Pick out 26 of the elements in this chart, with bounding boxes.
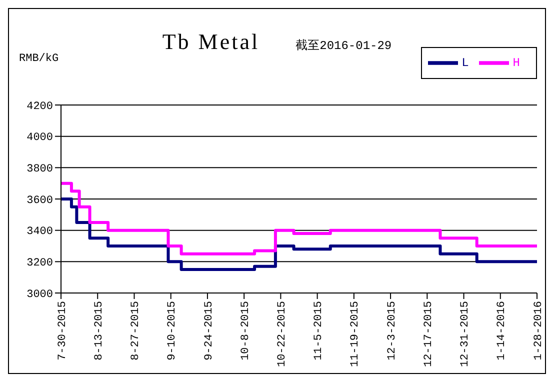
x-tick-label: 7-30-2015 — [56, 301, 69, 360]
y-tick-label: 4200 — [26, 100, 53, 113]
x-tick-label: 10-22-2015 — [276, 301, 288, 368]
y-tick-label: 3800 — [26, 164, 53, 176]
x-tick-label: 12-17-2015 — [422, 301, 435, 368]
legend-label: H — [512, 56, 520, 70]
y-tick-label: 3600 — [26, 194, 53, 207]
x-tick-label: 11-5-2015 — [313, 301, 326, 360]
y-tick-label: 4000 — [26, 132, 53, 144]
x-tick-label: 10-8-2015 — [240, 301, 252, 360]
y-tick-label: 3000 — [26, 288, 53, 301]
y-axis-title: RMB/kG — [19, 53, 59, 65]
y-tick-label: 3400 — [26, 226, 53, 238]
x-tick-label: 12-31-2015 — [460, 301, 472, 368]
x-tick-label: 8-13-2015 — [93, 301, 106, 360]
legend-label: L — [462, 56, 469, 70]
x-tick-label: 12-3-2015 — [386, 301, 398, 360]
x-tick-label: 9-24-2015 — [203, 301, 216, 360]
chart-subtitle: 截至2016-01-29 — [296, 39, 392, 53]
x-tick-label: 11-19-2015 — [350, 301, 362, 368]
x-tick-label: 8-27-2015 — [130, 301, 142, 360]
x-tick-label: 1-14-2016 — [496, 301, 508, 360]
x-tick-label: 1-28-2016 — [532, 301, 545, 360]
y-tick-label: 3200 — [26, 258, 53, 270]
x-tick-label: 9-10-2015 — [166, 301, 179, 360]
chart-title: Tb Metal — [162, 29, 260, 54]
